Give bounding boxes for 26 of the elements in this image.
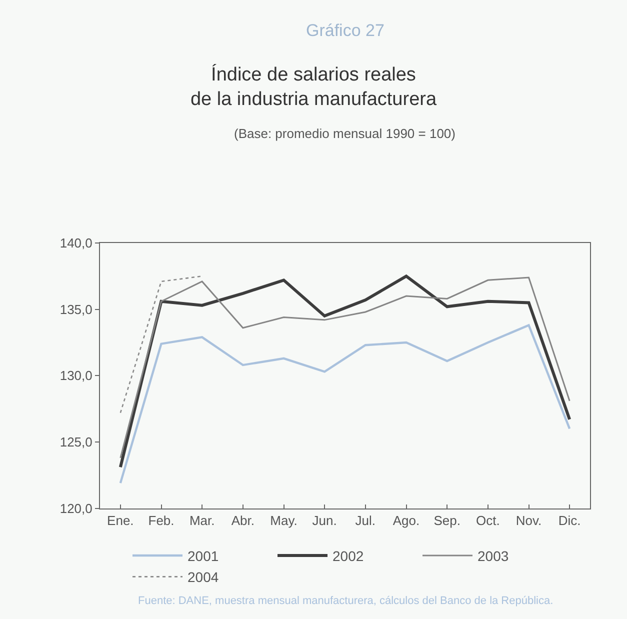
x-tick-label: Mar. xyxy=(189,512,215,528)
x-tick-label: Feb. xyxy=(148,512,174,528)
chart-subtitle: (Base: promedio mensual 1990 = 100) xyxy=(234,126,456,141)
line-series xyxy=(119,324,571,484)
y-tick-label: 135,0 xyxy=(60,302,92,317)
legend-label: 2001 xyxy=(188,548,219,564)
chart-title: Índice de salarios reales de la industria manufacturera xyxy=(190,63,437,110)
text: Gráfico 27 xyxy=(306,21,384,40)
x-tick-label: Nov. xyxy=(516,512,542,528)
x-tick-label: Sep. xyxy=(434,512,460,528)
x-tick-label: Ene. xyxy=(107,512,134,528)
legend-label: 2003 xyxy=(478,548,509,564)
x-tick-label: Oct. xyxy=(476,512,500,528)
x-tick-label: Ago. xyxy=(392,512,420,528)
x-tick-label: Abr. xyxy=(231,512,254,528)
x-tick-label: Dic. xyxy=(558,512,581,528)
legend-label: 2002 xyxy=(332,548,364,564)
y-tick-label: 140,0 xyxy=(60,236,92,251)
y-tick-label: 120,0 xyxy=(60,500,92,516)
x-tick-label: Jul. xyxy=(355,512,376,528)
x-tick-label: May. xyxy=(270,512,298,528)
y-tick-label: 130,0 xyxy=(60,368,92,384)
legend-label: 2004 xyxy=(188,569,219,586)
y-tick-label: 125,0 xyxy=(60,434,92,450)
source-note: Fuente: DANE, muestra mensual manufacturera, cálculos del Banco de la República. xyxy=(138,595,554,607)
x-tick-label: Jun. xyxy=(312,512,337,528)
